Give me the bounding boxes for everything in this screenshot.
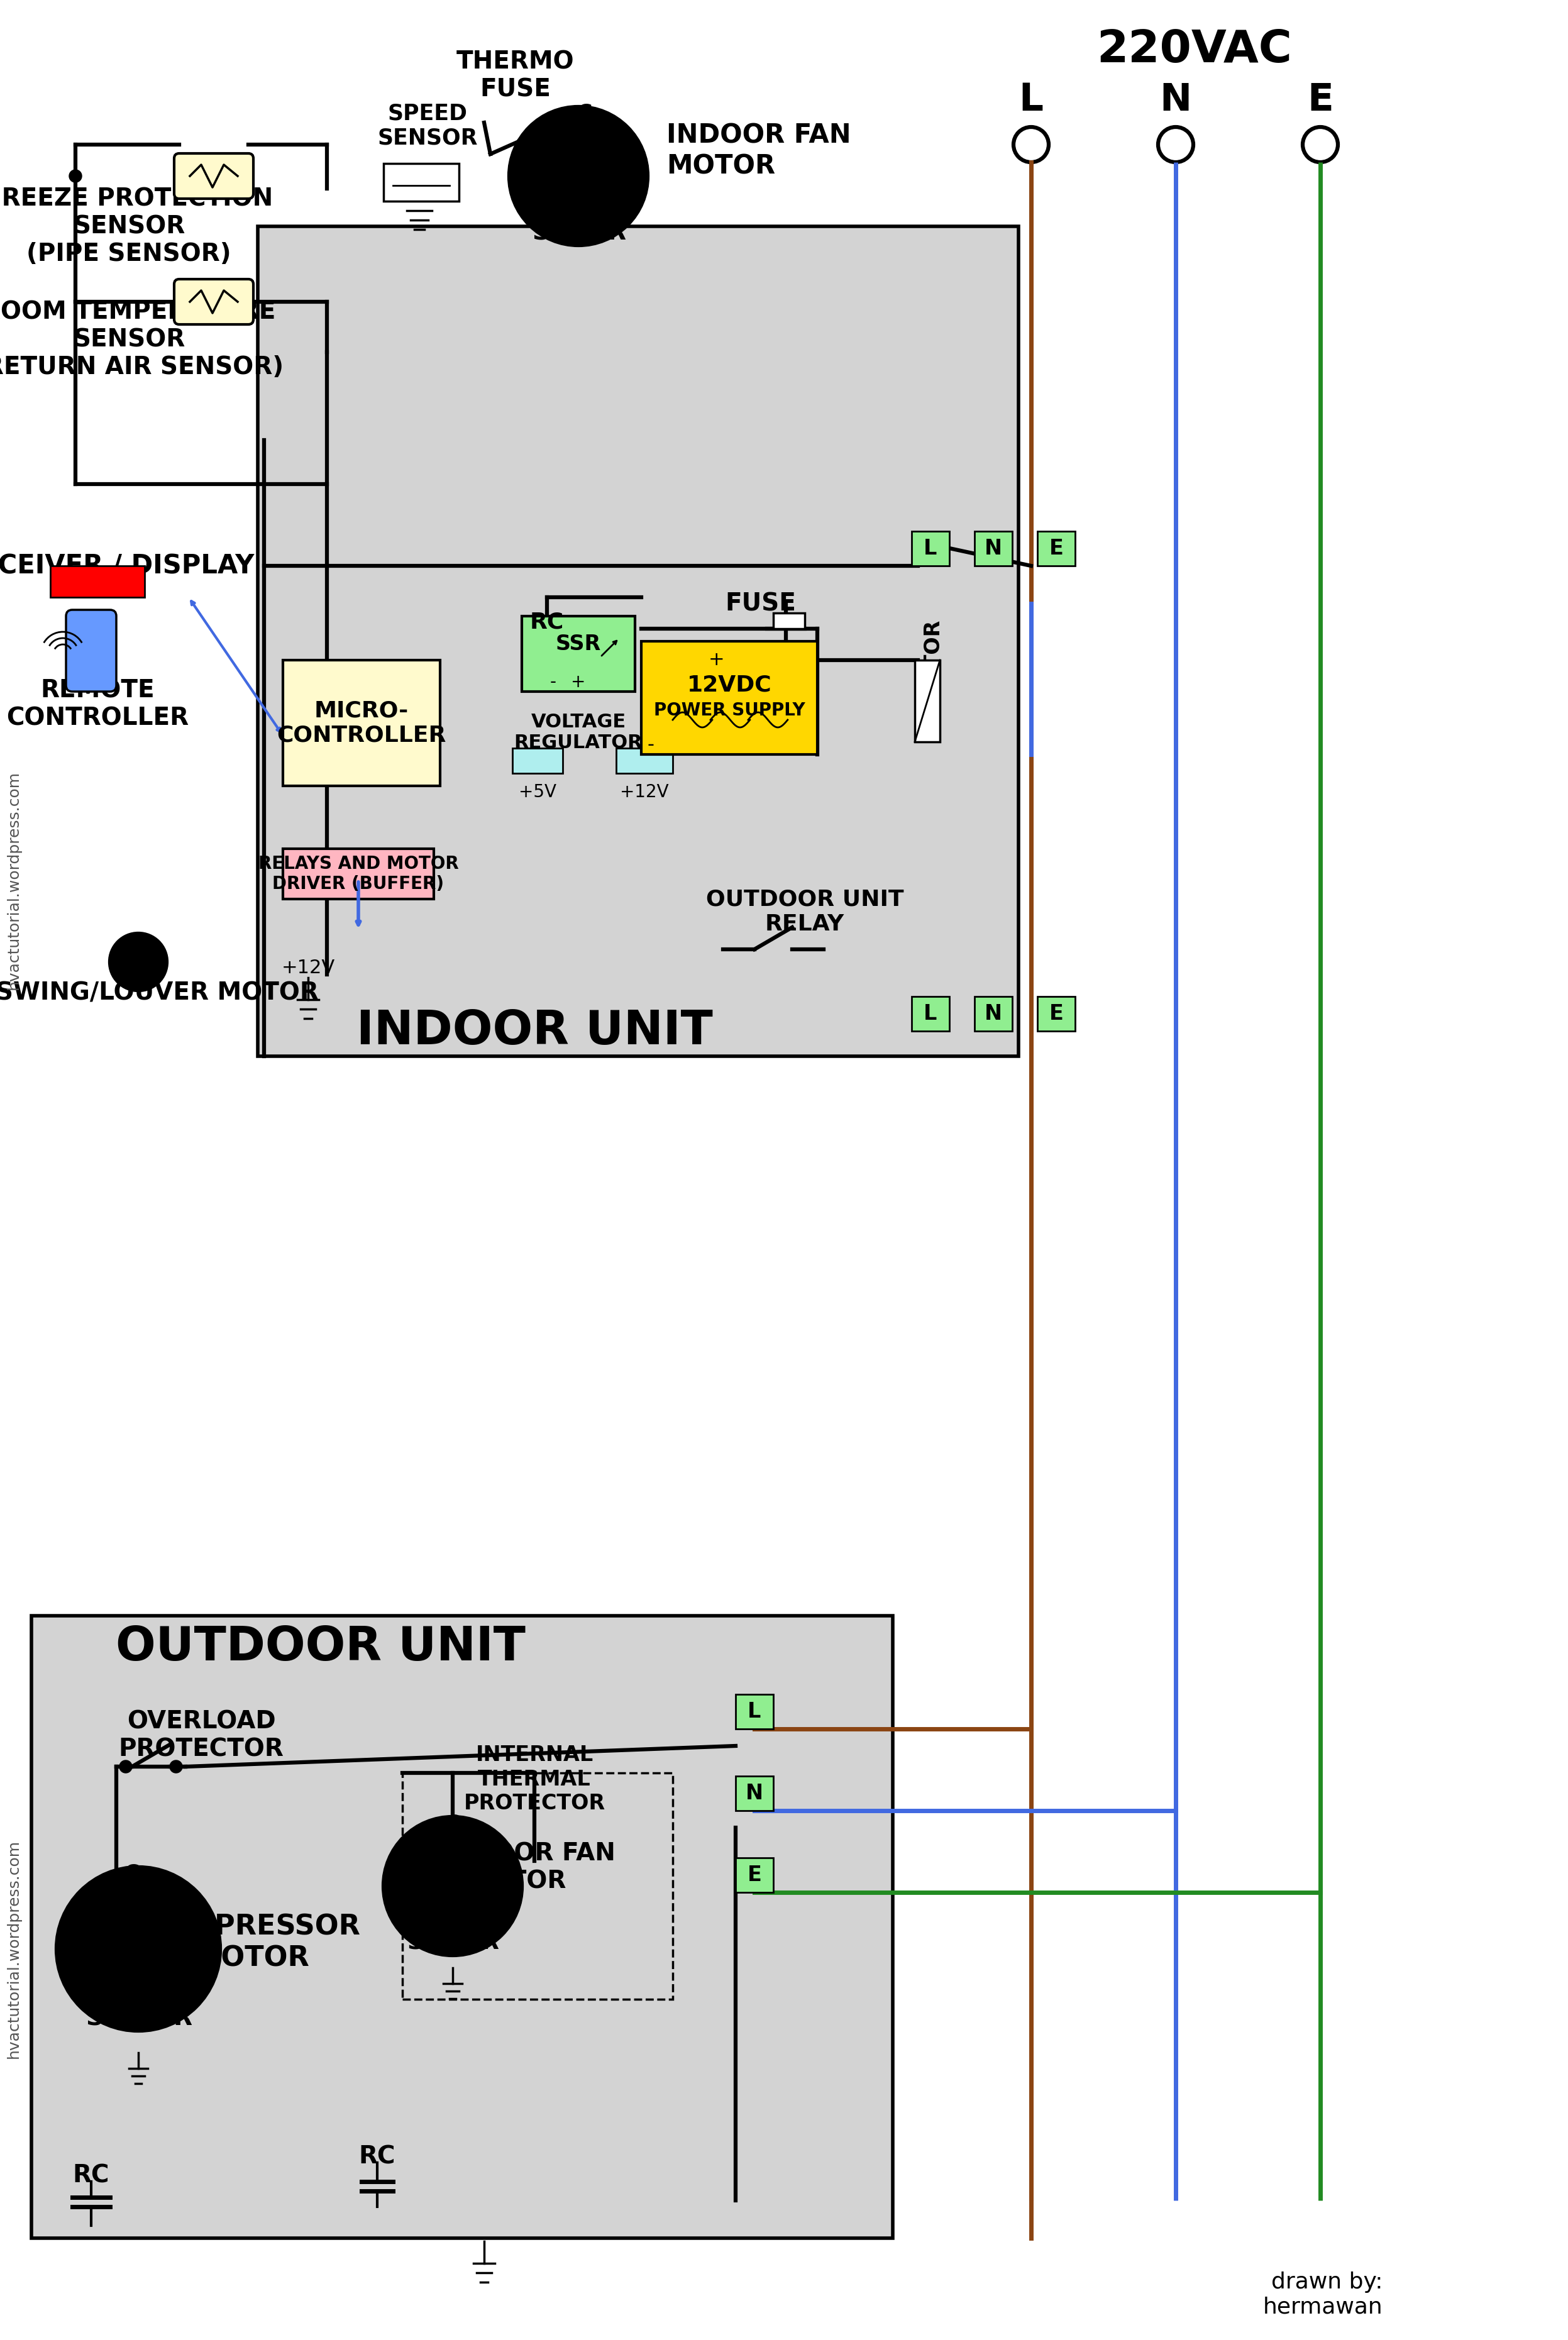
FancyBboxPatch shape: [513, 749, 563, 772]
Text: E: E: [748, 1865, 762, 1886]
Text: +: +: [571, 674, 586, 690]
FancyBboxPatch shape: [735, 1694, 773, 1729]
Text: VOLTAGE
REGULATOR: VOLTAGE REGULATOR: [514, 714, 643, 751]
Text: 220VAC: 220VAC: [1098, 28, 1292, 73]
Text: OUTDOOR FAN
MOTOR: OUTDOOR FAN MOTOR: [416, 1842, 616, 1893]
FancyBboxPatch shape: [174, 154, 254, 199]
Text: hvactutorial.wordpress.com: hvactutorial.wordpress.com: [6, 1839, 22, 2059]
Text: ROOM TEMPERATURE
SENSOR
(RETURN AIR SENSOR): ROOM TEMPERATURE SENSOR (RETURN AIR SENS…: [0, 300, 284, 379]
Text: VARISTOR: VARISTOR: [924, 620, 944, 737]
Text: R: R: [172, 2005, 191, 2031]
FancyBboxPatch shape: [31, 1615, 892, 2237]
Text: FREEZE PROTECTION
SENSOR
(PIPE SENSOR): FREEZE PROTECTION SENSOR (PIPE SENSOR): [0, 187, 273, 267]
Text: L: L: [748, 1701, 760, 1722]
Circle shape: [384, 1816, 522, 1956]
FancyBboxPatch shape: [974, 531, 1013, 566]
Text: FUSE: FUSE: [726, 592, 797, 615]
Text: OVERLOAD
PROTECTOR: OVERLOAD PROTECTOR: [119, 1711, 284, 1762]
Text: +12V: +12V: [281, 959, 336, 978]
FancyBboxPatch shape: [282, 660, 441, 786]
FancyBboxPatch shape: [911, 997, 949, 1032]
FancyBboxPatch shape: [1038, 997, 1076, 1032]
FancyBboxPatch shape: [641, 641, 817, 753]
FancyBboxPatch shape: [1038, 531, 1076, 566]
FancyBboxPatch shape: [50, 566, 144, 597]
Text: L: L: [1019, 82, 1043, 119]
Circle shape: [110, 934, 166, 990]
Text: M: M: [129, 952, 149, 973]
Text: SWING/LOUVER MOTOR: SWING/LOUVER MOTOR: [0, 980, 318, 1006]
Text: INDOOR UNIT: INDOOR UNIT: [356, 1009, 712, 1053]
FancyBboxPatch shape: [282, 849, 434, 899]
Text: RC: RC: [359, 2143, 395, 2169]
Text: C: C: [445, 1814, 459, 1832]
Circle shape: [69, 171, 82, 183]
FancyBboxPatch shape: [914, 660, 939, 742]
Circle shape: [169, 1760, 182, 1774]
Text: S: S: [86, 2005, 103, 2031]
Text: R: R: [607, 220, 626, 246]
FancyBboxPatch shape: [616, 749, 673, 772]
Text: N: N: [985, 1004, 1002, 1025]
Text: S: S: [406, 1933, 423, 1954]
Text: E: E: [1049, 1004, 1063, 1025]
Circle shape: [56, 1867, 220, 2031]
Text: N: N: [985, 538, 1002, 559]
Text: SPEED
SENSOR: SPEED SENSOR: [378, 103, 478, 150]
Text: RC: RC: [530, 611, 564, 634]
Text: +12V: +12V: [619, 784, 670, 800]
FancyBboxPatch shape: [773, 613, 804, 629]
FancyBboxPatch shape: [384, 164, 459, 201]
Text: C: C: [577, 103, 593, 124]
Text: C: C: [124, 1863, 140, 1884]
Text: OUTDOOR UNIT
RELAY: OUTDOOR UNIT RELAY: [706, 889, 903, 934]
Text: hvactutorial.wordpress.com: hvactutorial.wordpress.com: [6, 770, 22, 990]
Text: THERMO
FUSE: THERMO FUSE: [456, 49, 574, 101]
FancyBboxPatch shape: [174, 278, 254, 325]
Text: -: -: [648, 735, 654, 753]
Text: SSR: SSR: [555, 634, 601, 655]
Text: +: +: [709, 651, 724, 669]
Text: S: S: [532, 220, 549, 246]
FancyBboxPatch shape: [66, 611, 116, 693]
Text: RC: RC: [72, 2164, 110, 2188]
Text: L: L: [924, 538, 938, 559]
FancyBboxPatch shape: [522, 615, 635, 693]
Text: drawn by:
hermawan: drawn by: hermawan: [1264, 2272, 1383, 2319]
Text: MICRO-
CONTROLLER: MICRO- CONTROLLER: [278, 700, 447, 746]
Text: N: N: [1160, 82, 1192, 119]
Text: REMOTE
CONTROLLER: REMOTE CONTROLLER: [6, 679, 188, 730]
Circle shape: [119, 1760, 132, 1774]
Text: RECEIVER / DISPLAY: RECEIVER / DISPLAY: [0, 552, 254, 578]
Text: -: -: [550, 674, 557, 690]
FancyBboxPatch shape: [735, 1858, 773, 1893]
Text: POWER SUPPLY: POWER SUPPLY: [654, 702, 804, 718]
Circle shape: [510, 108, 648, 246]
Text: R: R: [481, 1933, 499, 1954]
Text: N: N: [746, 1783, 764, 1804]
FancyBboxPatch shape: [974, 997, 1013, 1032]
Text: INTERNAL
THERMAL
PROTECTOR: INTERNAL THERMAL PROTECTOR: [464, 1746, 605, 1814]
Text: +5V: +5V: [519, 784, 557, 800]
FancyBboxPatch shape: [257, 227, 1019, 1055]
Text: OUTDOOR UNIT: OUTDOOR UNIT: [116, 1624, 525, 1671]
Text: INDOOR FAN
MOTOR: INDOOR FAN MOTOR: [666, 122, 851, 180]
Text: L: L: [924, 1004, 938, 1025]
Text: COMPRESSOR
MOTOR: COMPRESSOR MOTOR: [143, 1914, 361, 1973]
FancyBboxPatch shape: [735, 1776, 773, 1811]
FancyBboxPatch shape: [911, 531, 949, 566]
Text: RELAYS AND MOTOR
DRIVER (BUFFER): RELAYS AND MOTOR DRIVER (BUFFER): [259, 854, 458, 894]
Text: E: E: [1308, 82, 1333, 119]
Text: 12VDC: 12VDC: [687, 674, 771, 695]
Text: E: E: [1049, 538, 1063, 559]
